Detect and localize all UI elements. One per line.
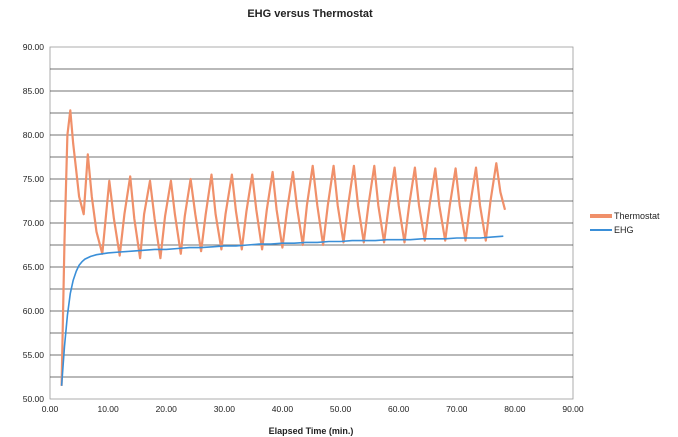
y-tick-label: 90.00 [23,42,45,52]
y-tick-label: 50.00 [23,394,45,404]
y-tick-label: 55.00 [23,350,45,360]
y-tick-label: 60.00 [23,306,45,316]
x-tick-label: 10.00 [97,404,119,414]
legend: Thermostat EHG [590,211,660,235]
x-tick-label: 50.00 [330,404,352,414]
y-tick-label: 65.00 [23,262,45,272]
x-tick-label: 60.00 [388,404,410,414]
legend-label-ehg: EHG [614,225,634,235]
legend-label-thermostat: Thermostat [614,211,660,221]
series-line-ehg [60,235,504,386]
x-tick-labels: 0.00 10.00 20.00 30.00 40.00 50.00 60.00 70.00 8… [42,404,584,414]
series-line-thermostat [60,109,507,386]
series-lines [60,109,507,386]
x-tick-label: 70.00 [446,404,468,414]
x-tick-label: 30.00 [214,404,236,414]
x-tick-label: 40.00 [272,404,294,414]
y-tick-label: 70.00 [23,218,45,228]
y-tick-label: 85.00 [23,86,45,96]
x-tick-label: 90.00 [562,404,584,414]
x-axis-title: Elapsed Time (min.) [269,426,354,436]
x-tick-label: 20.00 [156,404,178,414]
y-tick-label: 75.00 [23,174,45,184]
y-tick-labels: 50.00 55.00 60.00 65.00 70.00 75.00 80.00 85.00… [23,42,45,404]
chart-title: EHG versus Thermostat [247,8,373,20]
y-tick-label: 80.00 [23,130,45,140]
x-tick-label: 80.00 [504,404,526,414]
x-tick-label: 0.00 [42,404,59,414]
